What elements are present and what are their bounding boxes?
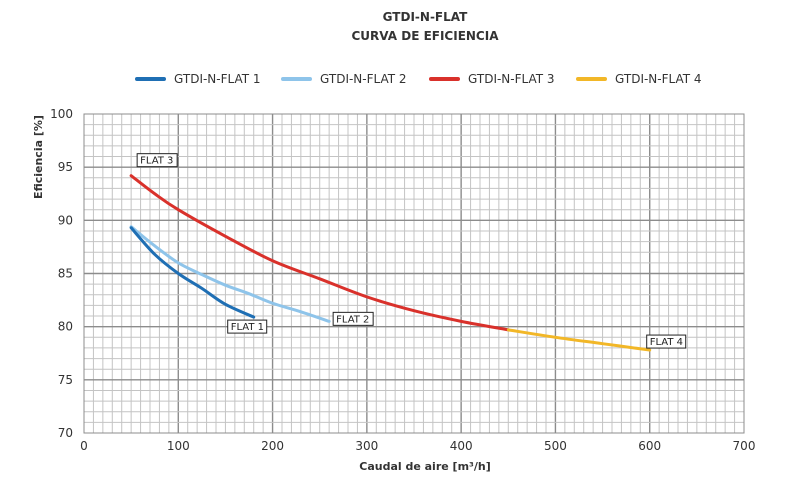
callout-labels: FLAT 1 FLAT 2 FLAT 3 FLAT 4: [136, 153, 687, 349]
series-line-flat-3: [129, 174, 510, 332]
chart-subtitle: CURVA DE EFICIENCIA: [352, 29, 500, 43]
x-tick-label: 400: [450, 439, 473, 453]
callout-box-flat-3: [136, 153, 178, 168]
series-layer: [129, 174, 652, 352]
y-tick-label: 75: [58, 373, 73, 387]
x-tick-label: 0: [80, 439, 88, 453]
legend: GTDI-N-FLAT 1 GTDI-N-FLAT 2 GTDI-N-FLAT …: [135, 72, 702, 86]
x-tick-label: 100: [167, 439, 190, 453]
chart-title: GTDI-N-FLAT: [383, 10, 468, 24]
y-tick-label: 85: [58, 267, 73, 281]
series-line-flat-4: [506, 328, 652, 352]
y-tick-label: 90: [58, 213, 73, 227]
callout-label-flat-1: FLAT 1: [231, 322, 264, 333]
y-tick-label: 95: [58, 160, 73, 174]
x-tick-label: 300: [355, 439, 378, 453]
x-axis-label: Caudal de aire [m³/h]: [359, 460, 490, 473]
y-tick-label: 100: [50, 107, 73, 121]
series-line-flat-1: [129, 226, 256, 319]
y-axis-label: Eficiencia [%]: [32, 115, 45, 199]
callout-box-flat-2: [332, 311, 374, 326]
callout-label-flat-4: FLAT 4: [650, 337, 683, 348]
x-tick-label: 200: [261, 439, 284, 453]
x-tick-label: 500: [544, 439, 567, 453]
callout-label-flat-2: FLAT 2: [336, 314, 369, 325]
y-tick-label: 80: [58, 320, 73, 334]
y-tick-label: 70: [58, 426, 73, 440]
x-tick-label: 700: [733, 439, 756, 453]
legend-label-flat-1: GTDI-N-FLAT 1: [174, 72, 261, 86]
tick-labels: 0 100 200 300 400 500 600 700 70 75 80 85 90 95 100: [50, 107, 755, 453]
legend-label-flat-3: GTDI-N-FLAT 3: [468, 72, 555, 86]
legend-label-flat-4: GTDI-N-FLAT 4: [615, 72, 702, 86]
plot-frame: [83, 113, 745, 434]
x-tick-label: 600: [638, 439, 661, 453]
legend-label-flat-2: GTDI-N-FLAT 2: [320, 72, 407, 86]
grid: [84, 114, 744, 433]
callout-box-flat-1: [227, 319, 268, 334]
series-line-flat-2: [129, 225, 331, 323]
callout-label-flat-3: FLAT 3: [140, 156, 173, 167]
callout-box-flat-4: [646, 334, 687, 349]
